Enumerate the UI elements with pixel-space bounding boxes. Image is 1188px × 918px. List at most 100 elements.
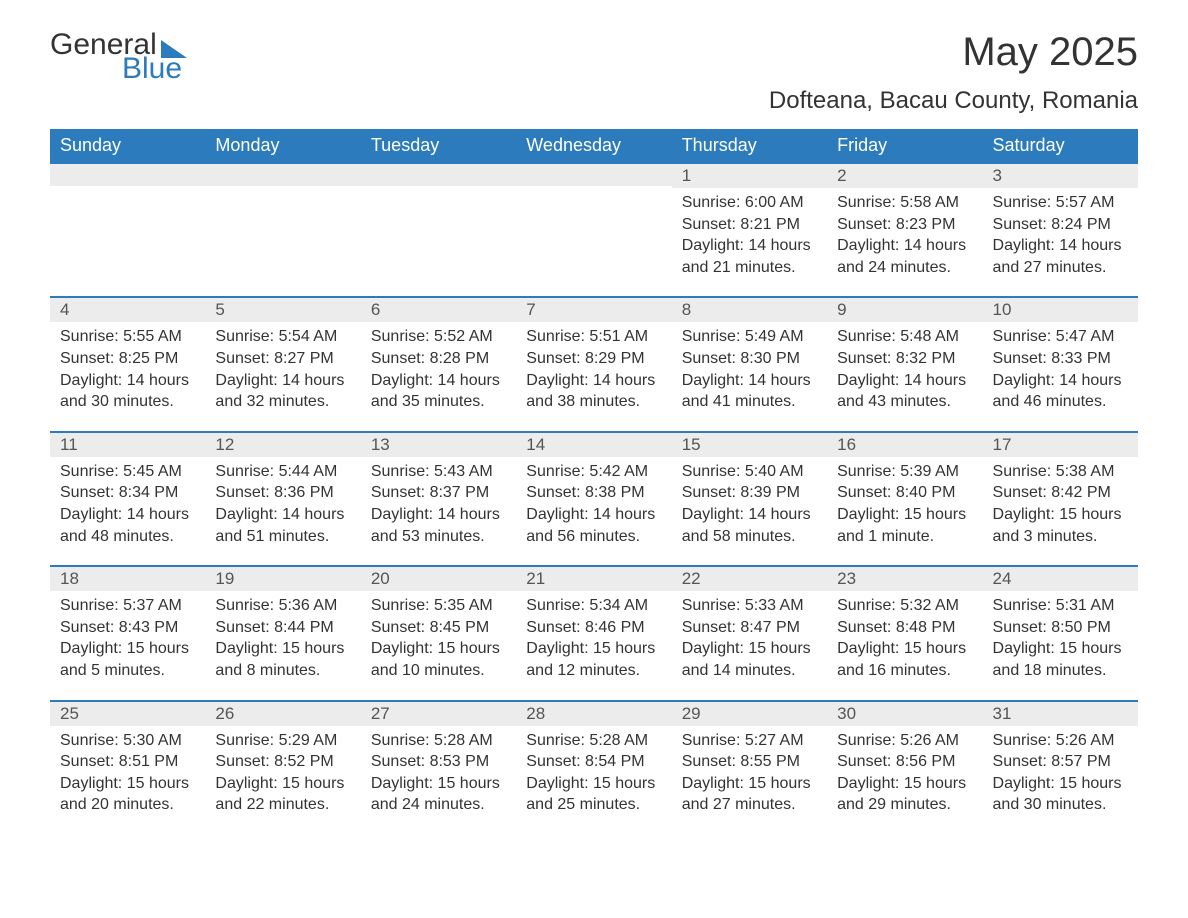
sunrise-value: 5:44 AM [279, 463, 338, 480]
sunset-value: 8:52 PM [274, 753, 334, 770]
daylight-line: Daylight: 15 hours and 1 minute. [837, 504, 972, 547]
sunrise-value: 5:28 AM [589, 732, 648, 749]
daylight-line: Daylight: 14 hours and 24 minutes. [837, 235, 972, 278]
calendar-cell: 22Sunrise: 5:33 AMSunset: 8:47 PMDayligh… [672, 565, 827, 699]
sunrise-value: 5:33 AM [745, 597, 804, 614]
daylight-line: Daylight: 15 hours and 8 minutes. [215, 638, 350, 681]
sunrise-line: Sunrise: 5:29 AM [215, 730, 350, 752]
day-number-bar: 17 [983, 431, 1138, 457]
sunrise-line: Sunrise: 5:31 AM [993, 595, 1128, 617]
sunset-value: 8:38 PM [585, 484, 645, 501]
sunset-line: Sunset: 8:43 PM [60, 617, 195, 639]
sunrise-label: Sunrise: [60, 328, 119, 345]
sunrise-value: 5:38 AM [1056, 463, 1115, 480]
sunset-value: 8:33 PM [1051, 350, 1111, 367]
daylight-line: Daylight: 15 hours and 14 minutes. [682, 638, 817, 681]
sunset-value: 8:32 PM [896, 350, 956, 367]
sunset-label: Sunset: [682, 484, 736, 501]
sunrise-line: Sunrise: 5:35 AM [371, 595, 506, 617]
daylight-line: Daylight: 15 hours and 18 minutes. [993, 638, 1128, 681]
sunset-label: Sunset: [60, 484, 114, 501]
daylight-label: Daylight: [837, 506, 899, 523]
sunset-value: 8:50 PM [1051, 619, 1111, 636]
day-number-bar: 7 [516, 296, 671, 322]
month-title: May 2025 [769, 30, 1138, 75]
calendar-cell: 5Sunrise: 5:54 AMSunset: 8:27 PMDaylight… [205, 296, 360, 430]
calendar-cell: 29Sunrise: 5:27 AMSunset: 8:55 PMDayligh… [672, 700, 827, 834]
calendar-cell: 21Sunrise: 5:34 AMSunset: 8:46 PMDayligh… [516, 565, 671, 699]
sunset-line: Sunset: 8:32 PM [837, 348, 972, 370]
sunrise-line: Sunrise: 5:51 AM [526, 326, 661, 348]
daylight-line: Daylight: 14 hours and 30 minutes. [60, 370, 195, 413]
day-header: Wednesday [516, 129, 671, 162]
calendar-table: SundayMondayTuesdayWednesdayThursdayFrid… [50, 129, 1138, 834]
sunset-value: 8:53 PM [430, 753, 490, 770]
sunrise-line: Sunrise: 5:39 AM [837, 461, 972, 483]
day-number-bar [361, 162, 516, 186]
sunrise-value: 5:30 AM [123, 732, 182, 749]
sunrise-label: Sunrise: [682, 194, 741, 211]
sunrise-line: Sunrise: 5:40 AM [682, 461, 817, 483]
sunset-line: Sunset: 8:47 PM [682, 617, 817, 639]
daylight-label: Daylight: [60, 506, 122, 523]
day-header: Friday [827, 129, 982, 162]
day-details: Sunrise: 5:39 AMSunset: 8:40 PMDaylight:… [827, 457, 982, 547]
sunrise-line: Sunrise: 5:54 AM [215, 326, 350, 348]
sunrise-line: Sunrise: 5:43 AM [371, 461, 506, 483]
daylight-line: Daylight: 14 hours and 56 minutes. [526, 504, 661, 547]
sunset-label: Sunset: [837, 753, 891, 770]
sunset-line: Sunset: 8:52 PM [215, 751, 350, 773]
day-number-bar: 15 [672, 431, 827, 457]
sunset-label: Sunset: [837, 619, 891, 636]
sunrise-value: 5:52 AM [434, 328, 493, 345]
sunset-line: Sunset: 8:37 PM [371, 482, 506, 504]
day-details: Sunrise: 6:00 AMSunset: 8:21 PMDaylight:… [672, 188, 827, 278]
sunset-label: Sunset: [993, 484, 1047, 501]
sunrise-label: Sunrise: [682, 597, 741, 614]
sunrise-label: Sunrise: [215, 597, 274, 614]
sunset-label: Sunset: [682, 216, 736, 233]
sunset-label: Sunset: [993, 619, 1047, 636]
day-number-bar: 28 [516, 700, 671, 726]
sunrise-line: Sunrise: 5:36 AM [215, 595, 350, 617]
daylight-label: Daylight: [371, 640, 433, 657]
day-number-bar: 19 [205, 565, 360, 591]
sunrise-value: 5:55 AM [123, 328, 182, 345]
sunrise-label: Sunrise: [682, 463, 741, 480]
sunset-label: Sunset: [526, 484, 580, 501]
sunset-label: Sunset: [682, 753, 736, 770]
day-details: Sunrise: 5:57 AMSunset: 8:24 PMDaylight:… [983, 188, 1138, 278]
day-details: Sunrise: 5:44 AMSunset: 8:36 PMDaylight:… [205, 457, 360, 547]
calendar-cell: 1Sunrise: 6:00 AMSunset: 8:21 PMDaylight… [672, 162, 827, 296]
day-number-bar: 24 [983, 565, 1138, 591]
sunset-value: 8:47 PM [740, 619, 800, 636]
sunset-value: 8:37 PM [430, 484, 490, 501]
day-details: Sunrise: 5:26 AMSunset: 8:56 PMDaylight:… [827, 726, 982, 816]
daylight-line: Daylight: 14 hours and 38 minutes. [526, 370, 661, 413]
daylight-line: Daylight: 14 hours and 58 minutes. [682, 504, 817, 547]
calendar-body: 1Sunrise: 6:00 AMSunset: 8:21 PMDaylight… [50, 162, 1138, 834]
daylight-label: Daylight: [993, 372, 1055, 389]
sunrise-label: Sunrise: [837, 194, 896, 211]
location: Dofteana, Bacau County, Romania [769, 87, 1138, 115]
sunrise-label: Sunrise: [993, 328, 1052, 345]
sunset-label: Sunset: [215, 753, 269, 770]
sunset-label: Sunset: [215, 350, 269, 367]
daylight-label: Daylight: [993, 775, 1055, 792]
sunset-value: 8:30 PM [740, 350, 800, 367]
day-number-bar: 16 [827, 431, 982, 457]
sunrise-value: 5:57 AM [1056, 194, 1115, 211]
day-details: Sunrise: 5:34 AMSunset: 8:46 PMDaylight:… [516, 591, 671, 681]
sunset-label: Sunset: [993, 216, 1047, 233]
calendar-cell: 20Sunrise: 5:35 AMSunset: 8:45 PMDayligh… [361, 565, 516, 699]
day-number-bar: 14 [516, 431, 671, 457]
daylight-label: Daylight: [60, 775, 122, 792]
sunset-value: 8:56 PM [896, 753, 956, 770]
sunrise-label: Sunrise: [60, 597, 119, 614]
calendar-cell: 10Sunrise: 5:47 AMSunset: 8:33 PMDayligh… [983, 296, 1138, 430]
sunrise-label: Sunrise: [526, 328, 585, 345]
sunrise-value: 5:27 AM [745, 732, 804, 749]
sunrise-line: Sunrise: 5:28 AM [526, 730, 661, 752]
day-details: Sunrise: 5:49 AMSunset: 8:30 PMDaylight:… [672, 322, 827, 412]
sunset-label: Sunset: [371, 350, 425, 367]
